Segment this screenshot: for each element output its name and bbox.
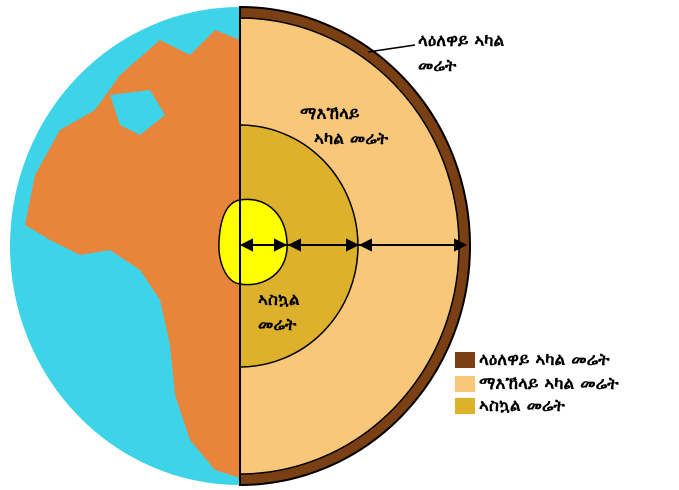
legend-swatch	[455, 376, 475, 392]
leader-line	[367, 44, 416, 53]
sea	[110, 90, 165, 135]
core-label: ኣስኳል	[258, 290, 300, 310]
legend-swatch	[455, 398, 475, 414]
mantle-label: ኣካል መሬት	[314, 129, 389, 149]
legend-label: ኣስኳል መሬት	[479, 396, 565, 416]
inner-core-layer	[218, 198, 288, 286]
crust-label: መሬት	[418, 56, 457, 76]
continent	[25, 30, 240, 478]
legend-label: ማእኸላይ ኣካል መሬት	[479, 374, 619, 394]
legend-label: ላዕለዋይ ኣካል መሬት	[479, 350, 610, 370]
core-label: መሬት	[258, 315, 297, 335]
radius-arrows	[239, 238, 468, 252]
mantle-label: ማእኸላይ	[300, 104, 360, 124]
legend-swatch	[455, 352, 475, 368]
crust-label: ላዕለዋይ ኣካል	[418, 31, 505, 51]
